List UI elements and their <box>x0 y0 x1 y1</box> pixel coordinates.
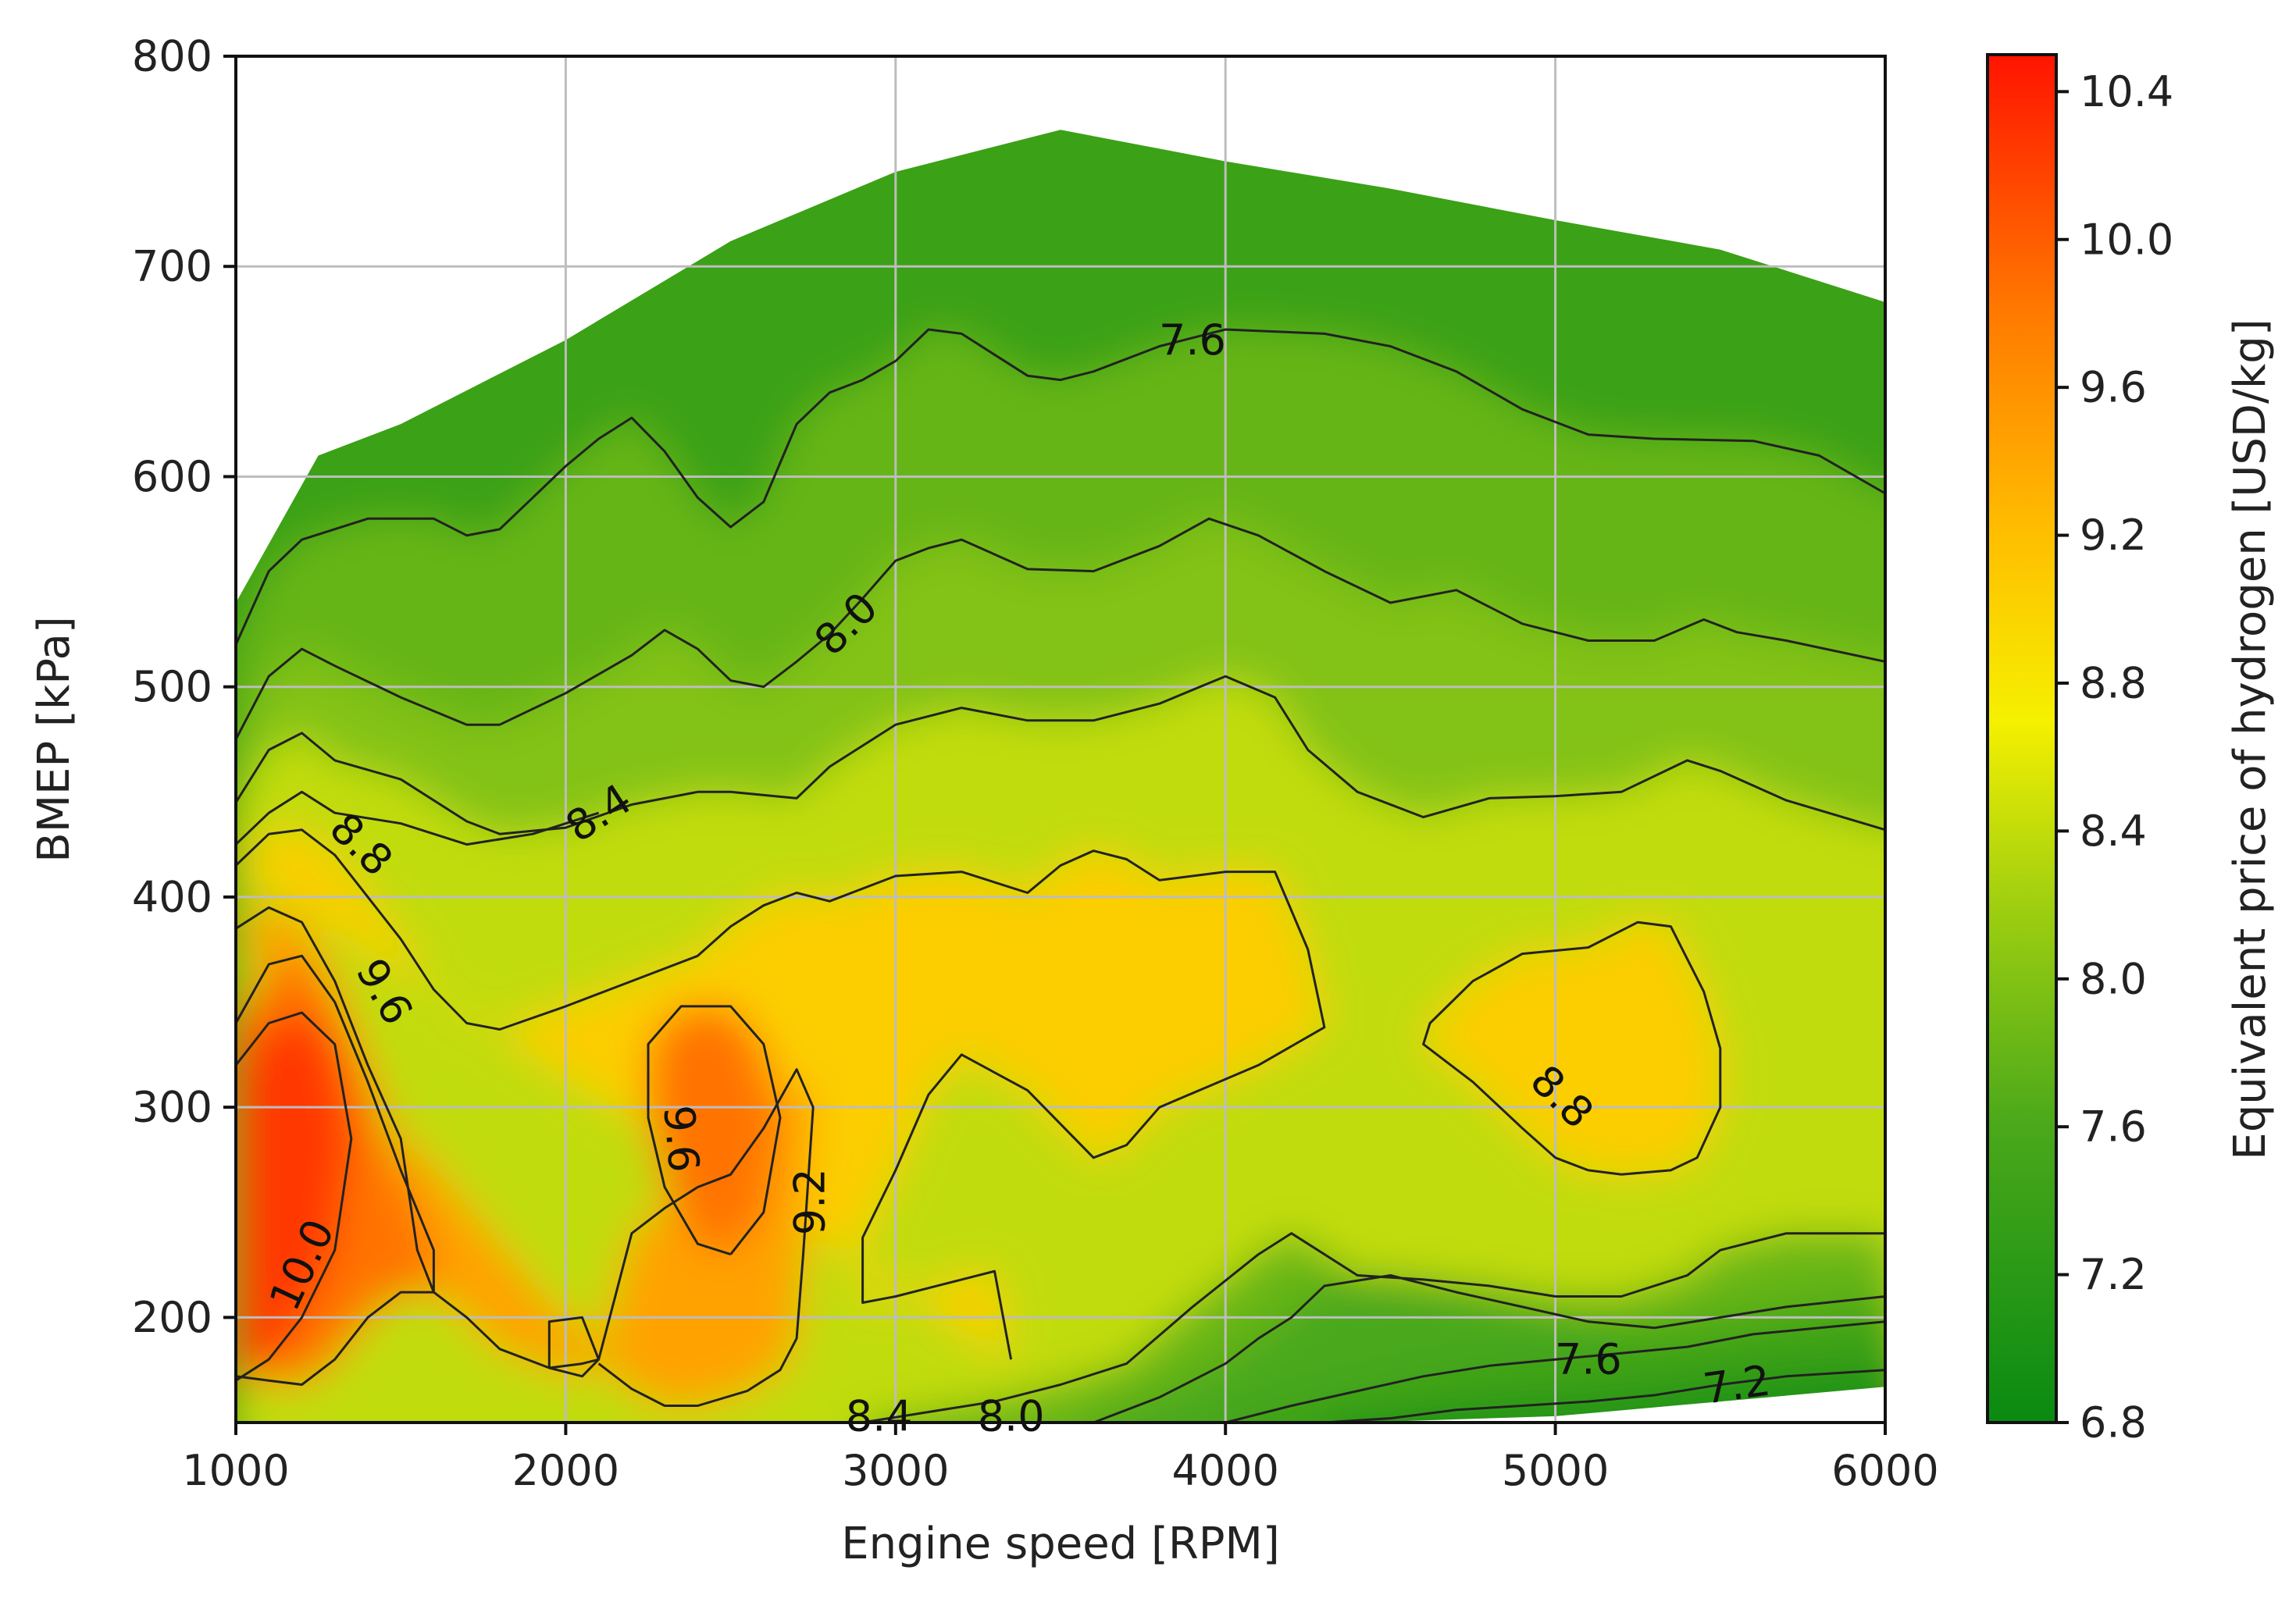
y-tick-label: 500 <box>132 662 212 711</box>
contour-line <box>1225 1320 1885 1423</box>
colorbar-tick-label: 8.8 <box>2080 658 2147 707</box>
contour-label: 9.6 <box>654 1103 708 1174</box>
colorbar-tick-label: 9.6 <box>2080 363 2147 412</box>
x-tick-label: 5000 <box>1502 1446 1609 1495</box>
colorbar-tick-label: 10.0 <box>2080 215 2173 264</box>
contour-label: 7.6 <box>1159 315 1226 365</box>
y-axis: 200 300 400 500 600 700 800 <box>132 32 236 1342</box>
x-axis-label: Engine speed [RPM] <box>841 1519 1279 1569</box>
x-axis: 1000 2000 3000 4000 5000 6000 <box>182 1423 1939 1495</box>
contour-line <box>236 328 1885 646</box>
contour-label: 8.4 <box>846 1391 913 1440</box>
contour-line <box>236 1011 353 1382</box>
field-core <box>236 829 1324 1360</box>
field-cool <box>1225 1321 1885 1423</box>
colorbar-tick-label: 6.8 <box>2080 1398 2147 1448</box>
plot-frame <box>234 55 1887 1424</box>
colorbar-tick-label: 8.4 <box>2080 807 2147 856</box>
contour-line <box>236 906 815 1407</box>
contour-line <box>236 954 435 1386</box>
field-core <box>236 907 814 1406</box>
y-tick-label: 600 <box>132 452 212 501</box>
y-tick-label: 800 <box>132 32 212 81</box>
y-tick-label: 700 <box>132 242 212 291</box>
field-core <box>1423 922 1720 1175</box>
contour-line <box>236 790 600 846</box>
contour-line <box>236 517 1885 740</box>
contour-lines <box>236 328 1885 1423</box>
contour-line <box>1422 921 1722 1176</box>
contour-label: 7.6 <box>1555 1335 1622 1384</box>
colorbar-tick-label: 7.2 <box>2080 1250 2147 1299</box>
y-axis-label: BMEP [kPa] <box>29 616 80 862</box>
colorbar <box>1986 53 2058 1424</box>
contour-line <box>1324 1369 1885 1423</box>
colorbar-tick-label: 9.2 <box>2080 511 2147 560</box>
x-tick-label: 2000 <box>512 1446 619 1495</box>
colorbar-tick-label: 7.6 <box>2080 1102 2147 1152</box>
y-tick-label: 200 <box>132 1293 212 1342</box>
field-core <box>648 1006 780 1255</box>
colorbar-tick-label: 8.0 <box>2080 954 2147 1003</box>
x-tick-label: 1000 <box>182 1446 289 1495</box>
field-core <box>236 1013 351 1381</box>
colorbar-label: Equivalent price of hydrogen [USD/kg] <box>2225 319 2276 1159</box>
contour-label: 8.0 <box>978 1391 1045 1440</box>
contour-line <box>236 675 1885 835</box>
x-tick-label: 4000 <box>1171 1446 1278 1495</box>
contour-line <box>1093 1274 1885 1423</box>
contour-label: 7.2 <box>1700 1355 1774 1413</box>
contour-line <box>862 1232 1885 1423</box>
contour-label: 9.2 <box>785 1168 834 1235</box>
contour-line <box>647 1005 782 1256</box>
heat-field <box>236 130 1885 1423</box>
x-tick-label: 3000 <box>842 1446 949 1495</box>
colorbar-tick-label: 10.4 <box>2080 67 2173 116</box>
y-tick-label: 400 <box>132 872 212 921</box>
contour-labels: 7.68.08.48.89.69.69.210.08.88.4 8.07.6 7.2 <box>260 315 1774 1440</box>
contour-line <box>236 828 1326 1360</box>
colorbar-ticks: 6.8 7.2 7.6 8.0 8.4 8.8 9.2 9.6 10.0 10.4 <box>2056 67 2173 1448</box>
contour-line <box>547 1316 601 1378</box>
y-tick-label: 300 <box>132 1083 212 1132</box>
x-tick-label: 6000 <box>1831 1446 1938 1495</box>
